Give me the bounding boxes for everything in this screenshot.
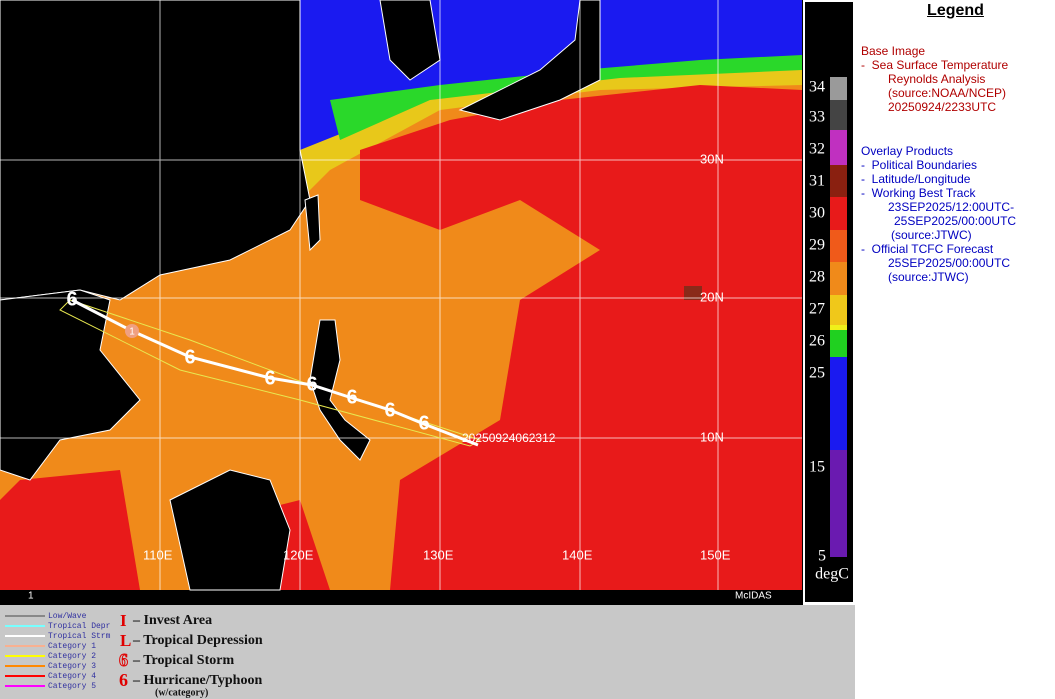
track-legend-panel: [0, 605, 855, 699]
storm-symbols: 6 6 6 6 6 6 6: [66, 288, 429, 434]
lon-label: 150E: [700, 547, 731, 562]
section-heading: Base Image: [861, 44, 926, 58]
forecast-cone: [59, 299, 482, 447]
symbol-label: – Hurricane/Typhoon: [132, 673, 262, 688]
symbol-legend: I – Invest Area L – Tropical Depression …: [119, 611, 263, 698]
colorbar-tick: 32: [809, 141, 825, 158]
lat-label: 20N: [700, 289, 724, 304]
forecast-point: 1: [129, 327, 135, 338]
svg-text:6: 6: [66, 288, 77, 310]
line-label: Tropical Depr: [48, 622, 111, 631]
lat-label: 30N: [700, 151, 724, 166]
colorbar-tick: 25: [809, 365, 825, 382]
colorbar-unit: degC: [815, 566, 849, 583]
typhoon-icon: 6: [119, 670, 128, 690]
colorbar-tick: 5: [818, 548, 826, 565]
legend-item: - Latitude/Longitude: [861, 172, 971, 186]
graticule: [0, 0, 802, 590]
colorbar-tick: 27: [809, 301, 825, 318]
svg-text:6: 6: [184, 346, 195, 368]
line-label: Category 1: [48, 642, 96, 651]
lat-label: 10N: [700, 429, 724, 444]
colorbar-tick: 29: [809, 237, 825, 254]
line-label: Category 5: [48, 682, 96, 691]
grid-labels: 30N 20N 10N 110E 120E 130E 140E 150E: [143, 151, 731, 562]
svg-text:6: 6: [264, 367, 275, 389]
colorbar: [830, 77, 847, 557]
legend-detail: 20250924/2233UTC: [888, 100, 997, 114]
line-label: Category 4: [48, 672, 96, 681]
symbol-note: (w/category): [155, 687, 208, 698]
svg-text:6: 6: [384, 399, 395, 421]
sst-30: [360, 85, 802, 590]
legend-detail: 23SEP2025/12:00UTC-: [888, 200, 1015, 214]
symbol: L: [120, 631, 131, 650]
symbol-label: – Tropical Storm: [132, 653, 234, 668]
best-track: [71, 298, 479, 447]
lon-label: 130E: [423, 547, 454, 562]
symbol-label: – Invest Area: [132, 613, 212, 628]
legend-item: - Sea Surface Temperature: [861, 58, 1009, 72]
line-swatches: [5, 615, 45, 687]
legend-panel: Legend Base Image - Sea Surface Temperat…: [856, 0, 1055, 699]
legend-detail: 25SEP2025/00:00UTC: [894, 214, 1017, 228]
colorbar-tick: 33: [809, 109, 825, 126]
colorbar-tick: 15: [809, 459, 825, 476]
land: [0, 0, 601, 591]
legend-detail: (source:JTWC): [891, 228, 972, 242]
forecast-marker: [125, 324, 139, 338]
colorbar-tick: 26: [809, 333, 825, 350]
legend-item: - Political Boundaries: [861, 158, 978, 172]
line-label: Category 2: [48, 652, 96, 661]
colorbar-tick: 34: [809, 79, 825, 96]
line-label: Tropical Strm: [48, 632, 111, 641]
colorbar-tick: 31: [809, 173, 825, 190]
colorbar-tick: 28: [809, 269, 825, 286]
legend-title: Legend: [927, 2, 984, 19]
svg-text:6: 6: [346, 386, 357, 408]
colorbar-ticks: 34 33 32 31 30 29 28 27 26 25 15 5 degC: [809, 79, 849, 583]
legend-detail: (source:JTWC): [888, 270, 969, 284]
legend-item: - Working Best Track: [861, 186, 976, 200]
svg-text:6: 6: [306, 373, 317, 395]
track-label: 20250924062312: [462, 431, 556, 445]
map-view: 30N 20N 10N 110E 120E 130E 140E 150E 666…: [0, 0, 855, 699]
line-label: Low/Wave: [48, 612, 87, 621]
legend-item: - Official TCFC Forecast: [861, 242, 994, 256]
legend-detail: (source:NOAA/NCEP): [888, 86, 1007, 100]
line-label: Category 3: [48, 662, 96, 671]
section-heading: Overlay Products: [861, 144, 954, 158]
legend-detail: 25SEP2025/00:00UTC: [888, 256, 1011, 270]
symbol: I: [120, 611, 127, 630]
software-label: McIDAS: [735, 591, 772, 602]
lon-label: 110E: [143, 547, 173, 562]
colorbar-tick: 30: [809, 205, 825, 222]
storm-icon: 6: [119, 650, 128, 670]
legend-detail: Reynolds Analysis: [888, 72, 986, 86]
frame-number: 1: [28, 591, 34, 602]
sst-31: [684, 286, 702, 300]
lon-label: 140E: [562, 547, 593, 562]
svg-text:6: 6: [418, 412, 429, 434]
line-labels: Low/Wave Tropical Depr Tropical Strm Cat…: [48, 612, 111, 691]
symbol-label: – Tropical Depression: [132, 633, 263, 648]
lon-label: 120E: [283, 547, 314, 562]
